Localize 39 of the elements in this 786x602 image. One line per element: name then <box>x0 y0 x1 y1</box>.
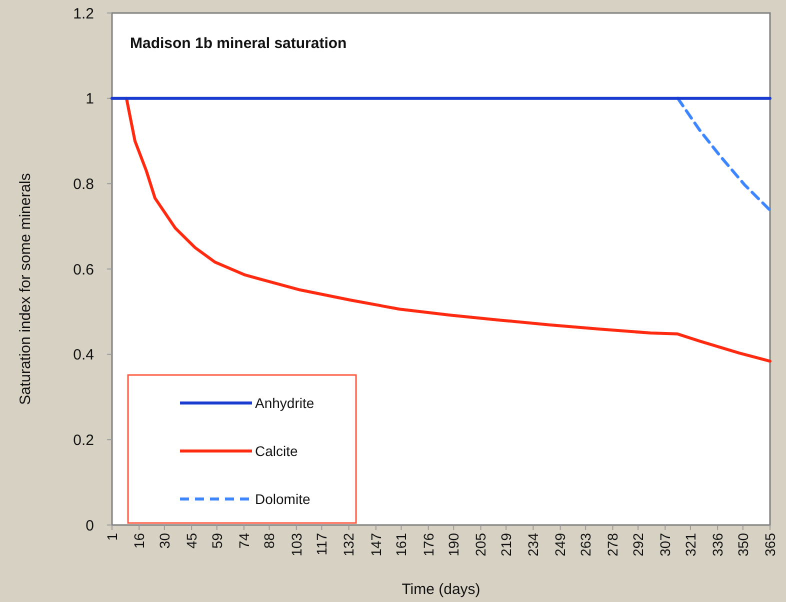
x-tick-label: 365 <box>762 532 778 556</box>
x-tick-label: 278 <box>604 532 621 556</box>
x-tick-label: 219 <box>498 532 514 556</box>
y-tick-label: 0.8 <box>73 176 94 193</box>
text: Madison 1b mineral saturation <box>130 35 347 52</box>
x-tick-label: 16 <box>131 532 148 549</box>
x-tick-label: 190 <box>446 532 462 556</box>
x-tick-label: 74 <box>236 532 252 549</box>
x-tick-label: 132 <box>340 532 357 556</box>
x-tick-label: 350 <box>734 532 751 556</box>
x-tick-label: 147 <box>368 532 384 556</box>
x-tick-label: 321 <box>682 532 698 556</box>
x-tick-label: 1 <box>104 532 120 541</box>
x-tick-label: 30 <box>156 532 172 549</box>
x-tick-label: 176 <box>420 532 436 556</box>
legend-label: Anhydrite <box>255 394 314 411</box>
x-tick-label: 336 <box>709 532 726 556</box>
x-tick-label: 205 <box>472 532 489 556</box>
x-tick-label: 292 <box>630 532 646 556</box>
x-tick-label: 45 <box>183 532 200 549</box>
x-tick-label: 88 <box>261 532 278 549</box>
x-axis-title: Time (days) <box>402 581 480 598</box>
y-tick-label: 0 <box>86 517 94 534</box>
x-tick-label: 117 <box>314 532 330 556</box>
x-tick-label: 59 <box>208 532 225 549</box>
x-tick-label: 103 <box>288 532 304 556</box>
y-tick-label: 0.6 <box>73 261 94 278</box>
x-tick-label: 249 <box>552 532 568 556</box>
x-tick-label: 307 <box>657 532 674 556</box>
x-tick-label: 161 <box>393 532 410 556</box>
x-tick-label: 234 <box>525 532 542 556</box>
legend-label: Calcite <box>255 442 298 459</box>
y-tick-label: 1 <box>86 90 94 108</box>
y-axis-title: Saturation index for some minerals <box>17 173 34 405</box>
y-tick-label: 1.2 <box>73 5 94 22</box>
legend-label: Dolomite <box>255 490 310 507</box>
x-tick-label: 263 <box>578 532 594 556</box>
y-tick-label: 0.2 <box>73 432 94 449</box>
y-tick-label: 0.4 <box>73 346 94 364</box>
